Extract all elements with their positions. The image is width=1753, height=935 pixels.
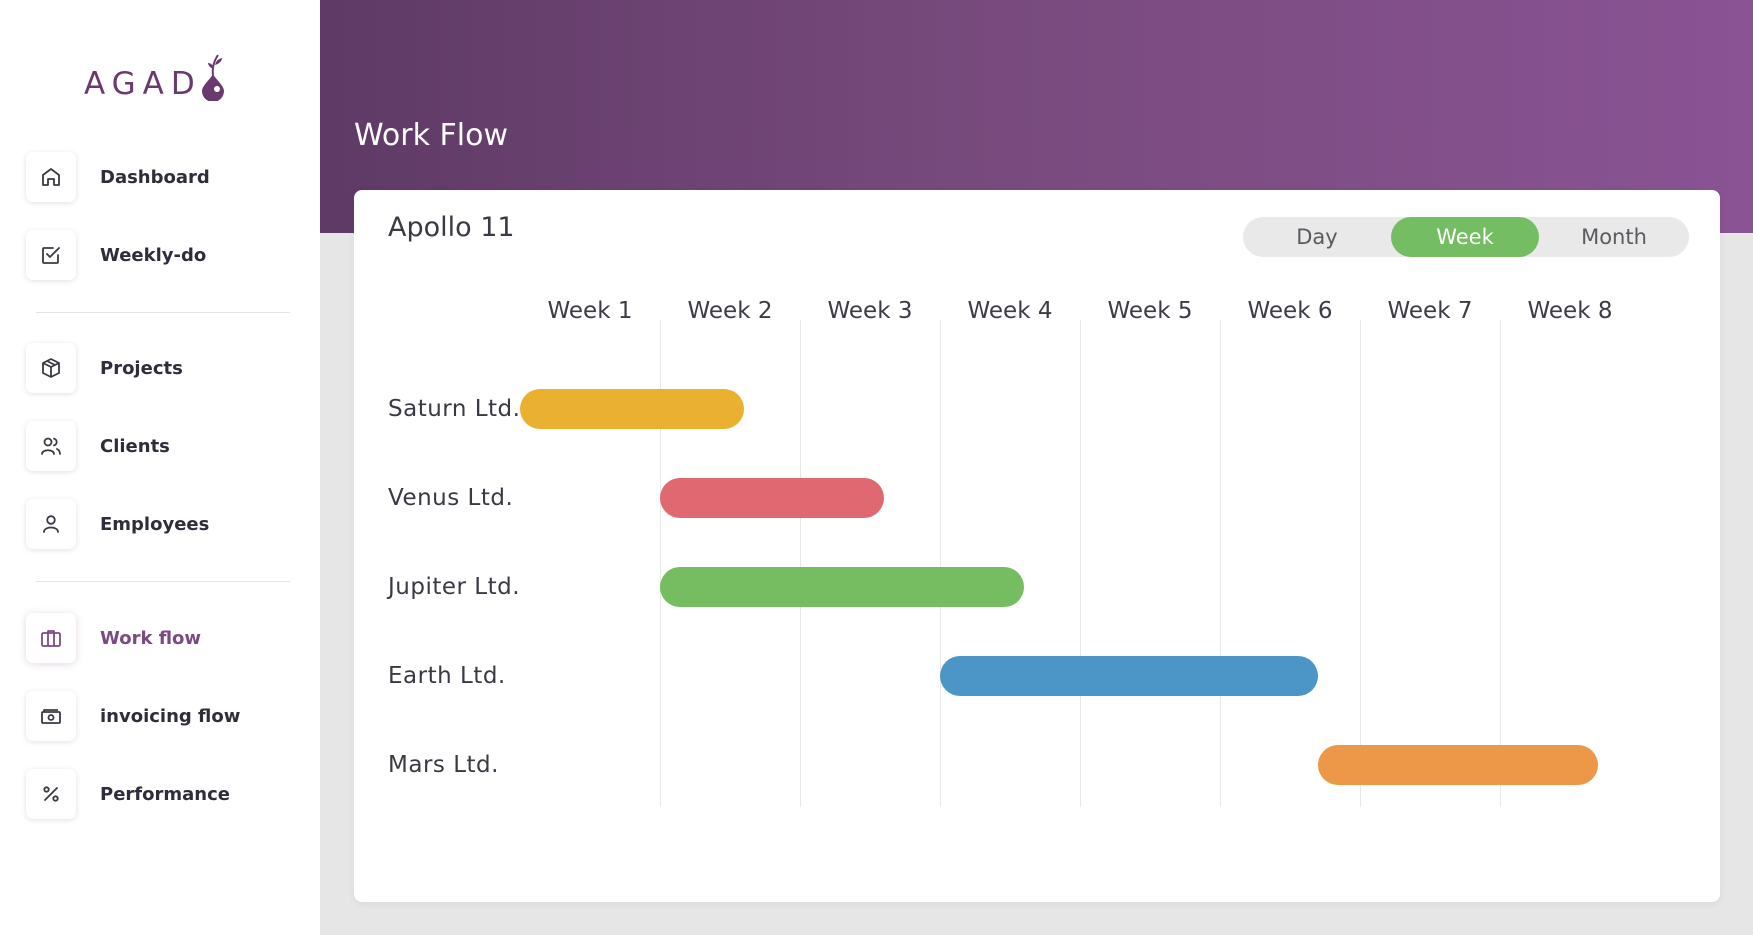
users-icon [26, 421, 76, 471]
sidebar-item-projects[interactable]: Projects [26, 342, 296, 394]
sidebar: AGAD Dashboard Weekly-do Projects Clien [0, 0, 320, 935]
sidebar-item-label: Weekly-do [100, 244, 207, 266]
task-row-label: Venus Ltd. [388, 485, 514, 511]
week-grid-line [1220, 320, 1221, 807]
task-row-label: Mars Ltd. [388, 752, 499, 778]
briefcase-icon [26, 613, 76, 663]
sidebar-item-work-flow[interactable]: Work flow [26, 612, 296, 664]
checkbox-icon [26, 230, 76, 280]
sidebar-item-label: Projects [100, 357, 183, 379]
user-icon [26, 499, 76, 549]
sidebar-item-label: invoicing flow [100, 705, 241, 727]
sidebar-item-label: Dashboard [100, 166, 210, 188]
home-icon [26, 152, 76, 202]
view-toggle-month[interactable]: Month [1581, 225, 1647, 249]
sidebar-item-dashboard[interactable]: Dashboard [26, 151, 296, 203]
week-column-label: Week 8 [1527, 298, 1613, 324]
task-row-label: Saturn Ltd. [388, 396, 521, 422]
percent-icon [26, 769, 76, 819]
project-title: Apollo 11 [388, 212, 515, 243]
week-column-label: Week 7 [1387, 298, 1473, 324]
logo-drop-icon [201, 54, 224, 101]
sidebar-item-label: Performance [100, 783, 230, 805]
view-toggle: Day Week Month [1243, 217, 1689, 257]
brand-logo[interactable]: AGAD [84, 50, 226, 102]
week-grid-line [1360, 320, 1361, 807]
week-grid-line [940, 320, 941, 807]
sidebar-item-weekly-do[interactable]: Weekly-do [26, 229, 296, 281]
sidebar-item-label: Clients [100, 435, 170, 457]
week-grid-line [800, 320, 801, 807]
sidebar-item-employees[interactable]: Employees [26, 498, 296, 550]
week-column-label: Week 6 [1247, 298, 1333, 324]
task-row-label: Jupiter Ltd. [388, 574, 521, 600]
week-column-label: Week 5 [1107, 298, 1193, 324]
task-row-label: Earth Ltd. [388, 663, 506, 689]
view-toggle-week[interactable]: Week [1391, 217, 1539, 257]
week-column-label: Week 3 [827, 298, 913, 324]
sidebar-item-label: Work flow [100, 627, 202, 649]
sidebar-item-performance[interactable]: Performance [26, 768, 296, 820]
week-column-label: Week 4 [967, 298, 1053, 324]
cash-icon [26, 691, 76, 741]
week-grid-line [1500, 320, 1501, 807]
sidebar-item-label: Employees [100, 513, 210, 535]
task-bar[interactable] [520, 389, 744, 429]
task-bar[interactable] [940, 656, 1318, 696]
sidebar-item-invoicing-flow[interactable]: invoicing flow [26, 690, 296, 742]
box-icon [26, 343, 76, 393]
week-grid-line [1080, 320, 1081, 807]
page-title: Work Flow [354, 118, 508, 153]
week-column-label: Week 2 [687, 298, 773, 324]
task-bar[interactable] [1318, 745, 1598, 785]
view-toggle-day[interactable]: Day [1296, 225, 1338, 249]
sidebar-divider [36, 312, 290, 313]
task-bar[interactable] [660, 567, 1024, 607]
sidebar-divider [36, 581, 290, 582]
task-bar[interactable] [660, 478, 884, 518]
workflow-card: Apollo 11 Day Week Month Week 1 Week 2 Wee… [354, 190, 1720, 902]
week-column-label: Week 1 [547, 298, 633, 324]
logo-text: AGAD [84, 66, 202, 102]
sidebar-item-clients[interactable]: Clients [26, 420, 296, 472]
week-grid-line [660, 320, 661, 807]
